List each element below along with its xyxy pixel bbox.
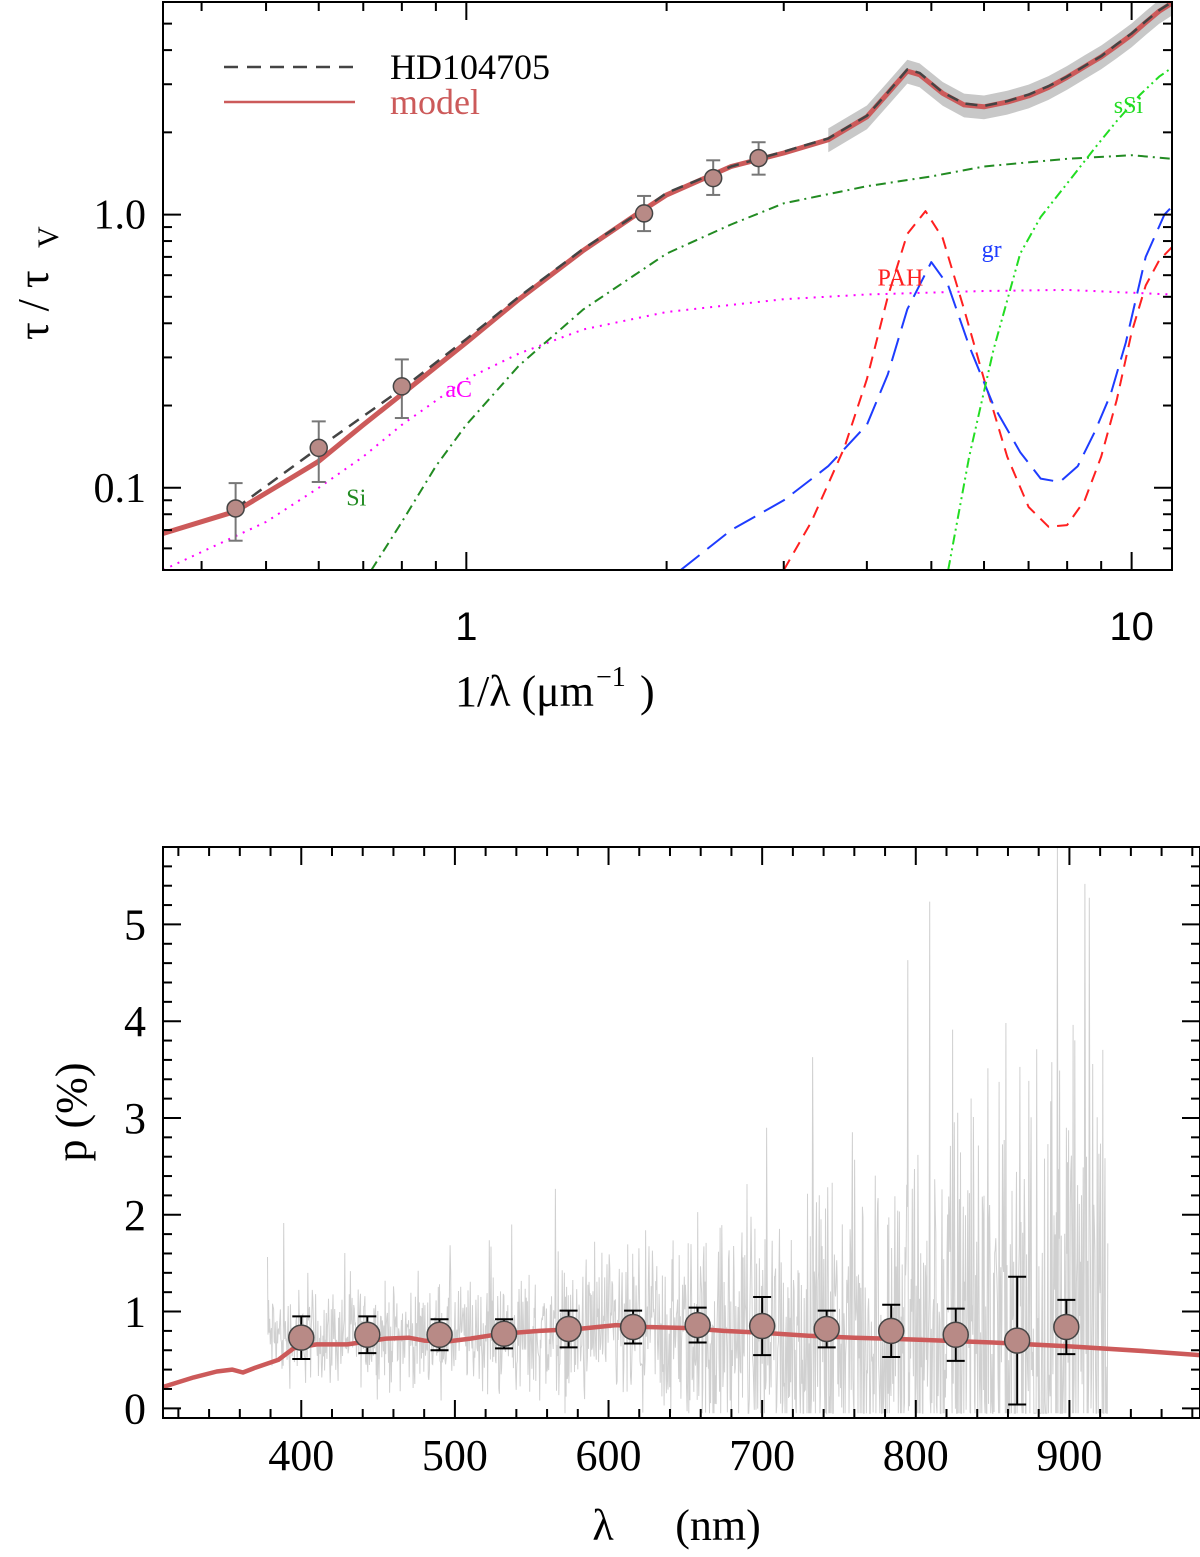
legend-label-model: model — [390, 82, 480, 122]
series-line-gr — [680, 205, 1172, 570]
top-component-labels: aC Si PAH gr sSi — [346, 93, 1143, 511]
top-x-tick-label: 1 — [455, 605, 477, 649]
series-line-si — [370, 154, 1172, 570]
bottom-x-tick-label: 600 — [576, 1431, 642, 1480]
top-y-axis-title: τ / τ V — [9, 226, 65, 340]
bottom-data-point — [813, 1315, 840, 1343]
bottom-data-point — [877, 1317, 905, 1345]
bottom-y-tick-label: 1 — [124, 1288, 146, 1337]
extinction-curve-panel: 1 10 0.1 1.0 aC Si PAH gr sSi HD104705 model 1/… — [9, 1, 1173, 716]
bottom-data-point — [426, 1321, 453, 1349]
series-line-ac — [163, 288, 1172, 570]
polarization-model-line — [163, 1322, 1200, 1390]
top-data-point — [703, 168, 723, 188]
component-label-ssi: sSi — [1114, 93, 1144, 119]
bottom-data-point — [555, 1315, 582, 1343]
component-label-pah: PAH — [878, 266, 924, 292]
bottom-y-tick-label: 2 — [124, 1191, 146, 1240]
component-label-gr: gr — [982, 237, 1002, 263]
top-x-axis-title-sup: −1 — [596, 662, 626, 693]
component-label-ac: aC — [445, 377, 472, 403]
bottom-data-point — [354, 1321, 381, 1349]
top-x-axis-title-tail: ) — [640, 667, 655, 716]
bottom-x-tick-label: 900 — [1036, 1431, 1102, 1480]
polarization-panel: 400 500 600 700 800 900 0 1 2 3 4 5 λ (nm) p (%) — [47, 846, 1200, 1550]
top-data-point — [749, 148, 768, 168]
top-data-point — [309, 438, 328, 458]
bottom-y-axis-title: p (%) — [47, 1063, 96, 1162]
extinction-uncertainty-band — [828, 2, 1172, 153]
bottom-data-point — [288, 1324, 315, 1351]
bottom-y-tick-label: 4 — [124, 997, 146, 1046]
bottom-x-tick-label: 700 — [729, 1431, 795, 1480]
bottom-data-point — [942, 1321, 969, 1349]
series-line-hd104705 — [234, 2, 1172, 510]
series-line-pah — [782, 210, 1172, 570]
bottom-x-axis-title-unit: (nm) — [675, 1501, 761, 1550]
top-x-axis-title-main: 1/λ (μm — [455, 667, 594, 716]
top-x-tick-label: 10 — [1109, 605, 1154, 649]
bottom-data-point — [1053, 1313, 1080, 1341]
top-plot-area — [163, 2, 1172, 570]
bottom-data-point — [1003, 1327, 1031, 1354]
bottom-y-tick-label: 3 — [124, 1094, 146, 1143]
bottom-y-tick-label: 0 — [124, 1384, 146, 1433]
top-legend: HD104705 model — [224, 47, 550, 122]
top-data-point — [392, 377, 412, 396]
top-data-point — [226, 499, 245, 518]
bottom-axis-ticks: 400 500 600 700 800 900 0 1 2 3 4 5 — [124, 847, 1200, 1480]
top-data-point — [634, 204, 654, 223]
top-y-tick-label: 1.0 — [94, 193, 147, 239]
bottom-data-point — [684, 1311, 711, 1339]
bottom-plot-frame — [162, 846, 1200, 1419]
bottom-plot-area — [163, 847, 1200, 1415]
bottom-data-point — [748, 1312, 776, 1340]
series-line-ssi — [947, 66, 1172, 570]
top-y-axis-title-main: τ / τ — [9, 270, 58, 340]
legend-label-hd104705: HD104705 — [390, 47, 550, 87]
observed-spectrum-noise — [267, 847, 1109, 1415]
top-y-tick-label: 0.1 — [94, 466, 147, 512]
component-label-si: Si — [346, 486, 366, 512]
bottom-data-point — [619, 1313, 647, 1341]
bottom-x-tick-label: 800 — [883, 1431, 949, 1480]
top-axis-ticks: 1 10 0.1 1.0 — [94, 1, 1172, 649]
bottom-x-axis-title-lambda: λ — [592, 1501, 614, 1550]
bottom-x-tick-label: 400 — [268, 1431, 334, 1480]
top-y-axis-title-sub: V — [32, 226, 65, 248]
bottom-x-tick-label: 500 — [422, 1431, 488, 1480]
bottom-data-point — [490, 1320, 518, 1348]
bottom-y-tick-label: 5 — [124, 900, 146, 949]
